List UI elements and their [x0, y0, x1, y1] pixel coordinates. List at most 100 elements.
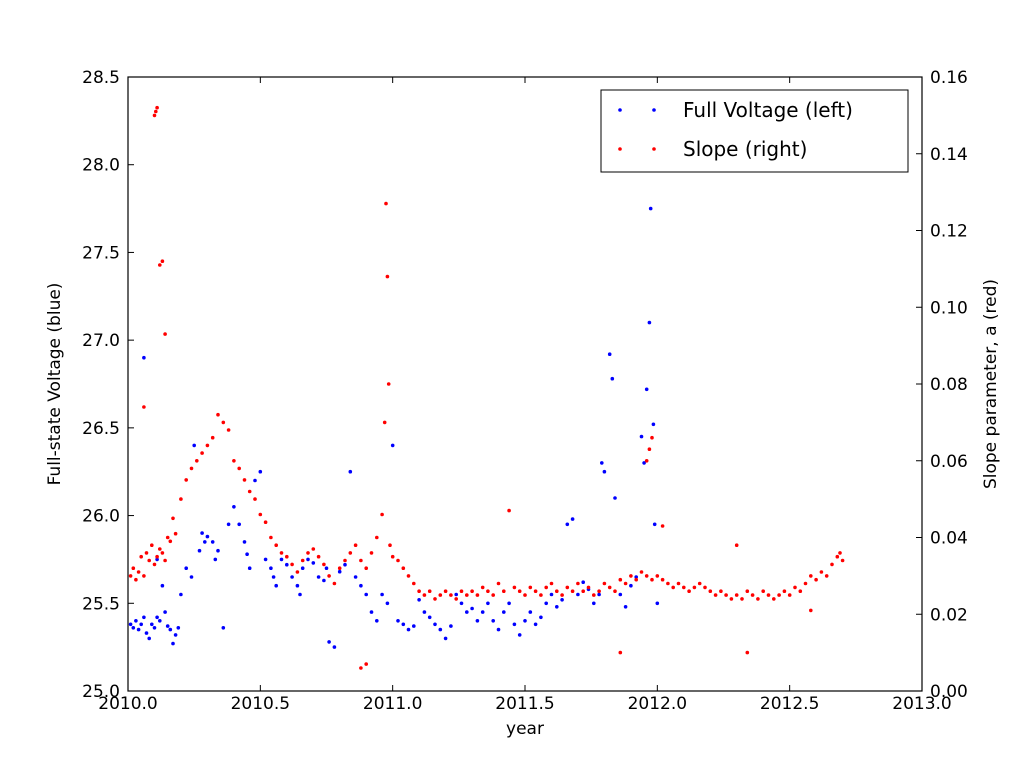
axes-layer: 2010.0 2010.5 2011.0 2011.5 2012.0 2012.5 2013… — [82, 68, 968, 714]
slope-point — [158, 263, 162, 267]
slope-point — [382, 420, 387, 425]
voltage-point — [271, 575, 276, 579]
legend: Full Voltage (left) Slope (right) — [600, 89, 909, 173]
slope-point — [253, 497, 257, 501]
voltage-point — [136, 627, 141, 632]
voltage-point — [332, 645, 337, 649]
slope-point — [184, 478, 188, 482]
slope-point — [539, 593, 543, 597]
slope-point — [618, 577, 623, 582]
voltage-point — [648, 206, 653, 211]
voltage-point — [396, 619, 400, 623]
legend-marker-voltage — [618, 108, 622, 112]
voltage-point — [171, 641, 175, 646]
voltage-point — [353, 575, 358, 579]
slope-point — [443, 589, 448, 593]
slope-point — [390, 554, 395, 559]
voltage-point — [647, 320, 652, 325]
voltage-point — [245, 552, 249, 556]
voltage-point — [343, 562, 347, 567]
x-axis-label: year — [506, 719, 544, 739]
voltage-point — [642, 461, 646, 465]
voltage-point — [274, 583, 279, 588]
legend-label-slope: Slope (right) — [683, 137, 807, 161]
slope-point — [433, 597, 437, 601]
voltage-point — [134, 619, 138, 623]
voltage-point — [610, 376, 615, 381]
slope-point — [147, 558, 151, 563]
x-tick-label: 2011.5 — [495, 694, 554, 714]
slope-point — [676, 581, 681, 586]
voltage-point — [306, 557, 310, 562]
voltage-point — [155, 615, 159, 620]
slope-point — [607, 585, 612, 590]
voltage-point — [555, 605, 559, 609]
voltage-point — [655, 601, 660, 606]
legend-marker-slope — [618, 147, 622, 151]
voltage-point — [179, 592, 183, 597]
slope-point — [348, 551, 353, 555]
slope-point — [380, 512, 384, 517]
y-left-tick-label: 25.0 — [82, 682, 120, 702]
slope-point — [263, 520, 268, 524]
slope-point — [237, 466, 241, 471]
voltage-point — [507, 601, 511, 606]
slope-point — [576, 581, 580, 586]
voltage-point — [311, 561, 316, 565]
voltage-point — [213, 557, 218, 562]
x-tick-label: 2011.0 — [363, 694, 422, 714]
slope-point — [623, 581, 628, 586]
voltage-point — [128, 622, 133, 627]
voltage-point — [438, 627, 443, 632]
y-left-tick-label: 27.5 — [82, 243, 120, 263]
slope-point — [155, 105, 159, 110]
voltage-point — [502, 610, 506, 614]
slope-point — [475, 593, 480, 597]
y-right-tick-label: 0.12 — [930, 222, 968, 242]
slope-point — [838, 551, 842, 555]
slope-point — [427, 589, 432, 593]
slope-point — [523, 593, 527, 597]
slope-point — [150, 543, 154, 547]
slope-point — [205, 443, 210, 448]
slope-point — [660, 524, 665, 528]
voltage-point — [533, 622, 538, 627]
slope-point — [200, 451, 204, 455]
slope-point — [388, 543, 392, 547]
legend-marker-slope — [652, 147, 656, 151]
slope-point — [597, 589, 601, 593]
voltage-point — [173, 633, 178, 637]
voltage-point — [295, 583, 300, 588]
slope-point — [232, 459, 236, 463]
slope-point — [835, 554, 840, 559]
voltage-point — [443, 636, 448, 641]
series-slope — [128, 105, 845, 670]
slope-point — [179, 497, 183, 501]
voltage-point — [412, 624, 416, 628]
slope-point — [279, 551, 284, 555]
voltage-point — [269, 566, 273, 570]
slope-point — [830, 562, 834, 567]
slope-point — [750, 593, 755, 597]
slope-point — [165, 535, 170, 540]
slope-point — [809, 608, 813, 613]
slope-point — [634, 577, 638, 582]
voltage-point — [380, 592, 384, 597]
slope-point — [274, 543, 279, 547]
slope-point — [502, 589, 506, 593]
slope-point — [592, 593, 596, 597]
slope-point — [128, 574, 133, 578]
slope-point — [290, 562, 294, 567]
slope-point — [692, 585, 697, 590]
voltage-point — [327, 640, 331, 644]
slope-point — [655, 574, 660, 578]
slope-point — [491, 593, 496, 597]
voltage-point — [623, 605, 628, 609]
slope-point — [300, 558, 305, 563]
voltage-point — [459, 601, 464, 606]
voltage-point — [237, 522, 241, 527]
slope-point — [517, 589, 522, 593]
slope-point — [306, 551, 310, 555]
voltage-point — [316, 575, 321, 579]
x-tick-label: 2012.5 — [760, 694, 819, 714]
